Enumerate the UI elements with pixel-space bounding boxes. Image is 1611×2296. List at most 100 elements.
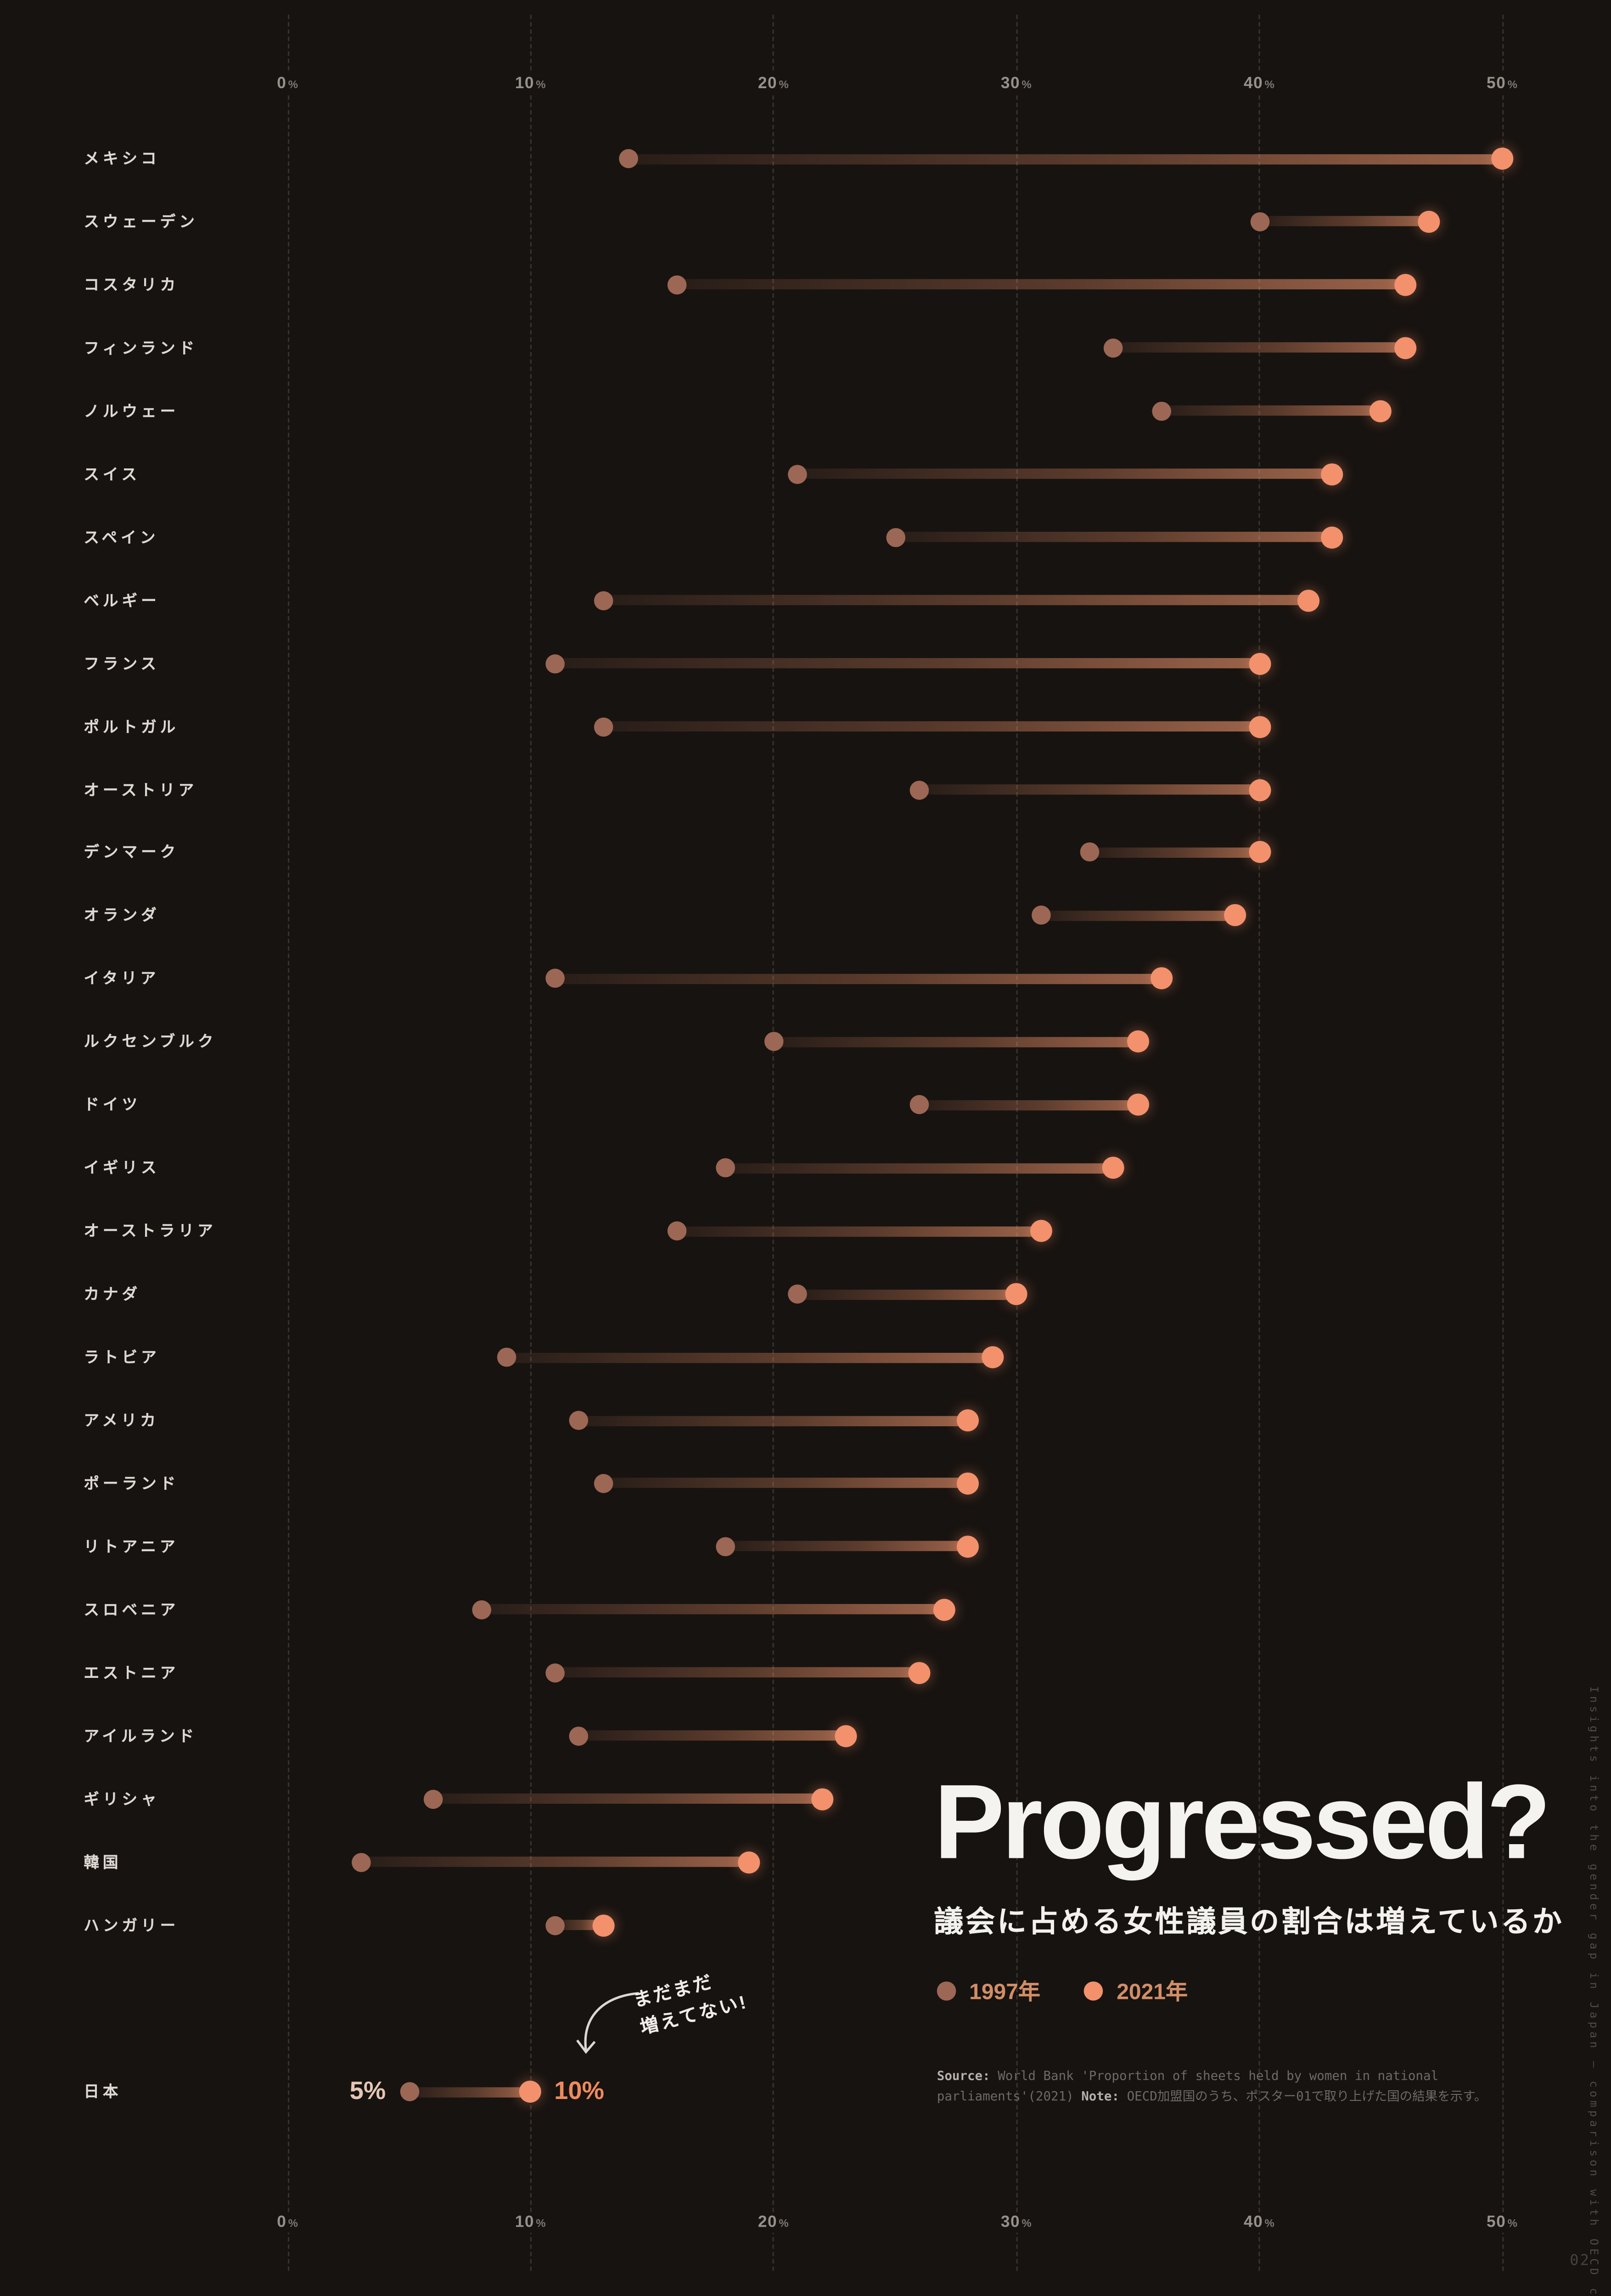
gridline-10 — [530, 14, 532, 2271]
dumbbell-bar — [1259, 216, 1430, 227]
dot-1997 — [715, 1158, 735, 1178]
dot-1997 — [788, 1284, 808, 1304]
tick-percent-suffix: % — [536, 78, 547, 91]
source-label: Source: — [937, 2070, 990, 2084]
dot-2021 — [1418, 210, 1441, 233]
dot-2021 — [1491, 147, 1514, 170]
tick-value: 30 — [1000, 75, 1021, 93]
dot-1997 — [594, 1474, 613, 1493]
side-caption: Insights into the gender gap in Japan — … — [1587, 1686, 1601, 2296]
tick-value: 50 — [1487, 75, 1506, 93]
dot-2021 — [981, 1346, 1004, 1368]
dot-1997 — [885, 527, 905, 547]
tick-percent-suffix: % — [288, 2216, 299, 2230]
page-title: Progressed? — [934, 1770, 1571, 1875]
country-label: 日本 — [84, 2083, 122, 2101]
dumbbell-bar — [506, 1352, 993, 1362]
dumbbell-bar — [579, 1415, 968, 1426]
country-label: ハンガリー — [84, 1917, 180, 1935]
tick-percent-suffix: % — [1507, 2216, 1518, 2230]
country-label: オランダ — [84, 907, 160, 925]
dumbbell-bar — [774, 1036, 1138, 1047]
japan-2021-value-label: 10% — [554, 2077, 605, 2105]
dot-1997 — [351, 1852, 370, 1872]
axis-tick-bottom-0: 0% — [271, 2212, 305, 2233]
tick-value: 30 — [1000, 2213, 1021, 2231]
dot-2021 — [1248, 715, 1271, 737]
dot-1997 — [715, 1537, 735, 1556]
dumbbell-bar — [895, 532, 1332, 542]
dumbbell-bar — [725, 1163, 1114, 1173]
tick-percent-suffix: % — [536, 2216, 547, 2230]
country-label: ドイツ — [84, 1097, 141, 1115]
gridline-0 — [287, 14, 289, 2271]
dot-1997 — [1250, 212, 1269, 231]
axis-tick-top-40: 40% — [1238, 73, 1281, 94]
tick-value: 20 — [758, 75, 778, 93]
tick-percent-suffix: % — [779, 78, 790, 91]
dumbbell-bar — [603, 1478, 968, 1489]
dot-1997 — [788, 464, 808, 484]
dot-2021 — [908, 1661, 931, 1684]
dot-2021 — [592, 1914, 615, 1936]
tick-percent-suffix: % — [1264, 2216, 1275, 2230]
country-label: フィンランド — [84, 340, 198, 358]
country-label: スイス — [84, 466, 141, 484]
tick-percent-suffix: % — [288, 78, 299, 91]
tick-value: 50 — [1487, 2213, 1506, 2231]
dot-1997 — [570, 1726, 589, 1745]
dumbbell-bar — [360, 1857, 750, 1868]
annotation-arrow — [576, 1992, 639, 2054]
tick-percent-suffix: % — [1022, 2216, 1033, 2230]
axis-tick-top-30: 30% — [995, 73, 1038, 94]
dumbbell-bar — [797, 469, 1332, 479]
dot-1997 — [545, 1915, 565, 1935]
dot-2021 — [1248, 841, 1271, 864]
dot-2021 — [1248, 778, 1271, 801]
note-label: Note: — [1081, 2089, 1120, 2105]
country-label: 韓国 — [84, 1854, 122, 1872]
dot-1997 — [1152, 401, 1172, 421]
dot-2021 — [1151, 968, 1173, 990]
dot-2021 — [1370, 400, 1392, 422]
dumbbell-bar — [603, 721, 1260, 732]
country-label: ノルウェー — [84, 403, 180, 421]
legend-item-2021: 2021年 — [1084, 1975, 1188, 2006]
dot-2021 — [519, 2080, 542, 2103]
country-label: イタリア — [84, 970, 160, 989]
dot-1997 — [545, 1663, 565, 1683]
dot-2021 — [1030, 1220, 1052, 1242]
country-label: エストニア — [84, 1665, 180, 1683]
legend-dot-2021-icon — [1084, 1981, 1104, 2001]
dumbbell-bar — [433, 1794, 822, 1804]
axis-tick-bottom-30: 30% — [995, 2212, 1038, 2233]
country-label: オーストリア — [84, 781, 198, 799]
dot-1997 — [594, 591, 613, 610]
tick-value: 40 — [1243, 75, 1263, 93]
country-label: スペイン — [84, 529, 159, 547]
tick-value: 20 — [758, 2213, 778, 2231]
axis-tick-bottom-50: 50% — [1481, 2212, 1524, 2233]
country-label: メキシコ — [84, 150, 160, 169]
gridline-40 — [1258, 14, 1260, 2271]
country-label: アイルランド — [84, 1728, 198, 1745]
page-subtitle: 議会に占める女性議員の割合は増えているか — [934, 1906, 1564, 1939]
dumbbell-bar — [579, 1730, 847, 1741]
country-label: オーストラリア — [84, 1223, 217, 1241]
dot-2021 — [1102, 1157, 1125, 1179]
dot-1997 — [424, 1789, 443, 1809]
dot-2021 — [1127, 1030, 1149, 1053]
dumbbell-bar — [919, 1100, 1138, 1110]
dot-2021 — [1127, 1094, 1149, 1116]
tick-value: 40 — [1243, 2213, 1263, 2231]
dot-2021 — [957, 1535, 979, 1558]
axis-tick-bottom-40: 40% — [1238, 2212, 1281, 2233]
axis-tick-top-0: 0% — [271, 73, 305, 94]
dumbbell-bar — [1162, 405, 1381, 416]
legend: 1997年 2021年 — [937, 1975, 1188, 2006]
dot-2021 — [1005, 1283, 1028, 1306]
tick-value: 10 — [515, 2213, 535, 2231]
country-label: デンマーク — [84, 844, 180, 862]
dot-1997 — [618, 149, 638, 169]
